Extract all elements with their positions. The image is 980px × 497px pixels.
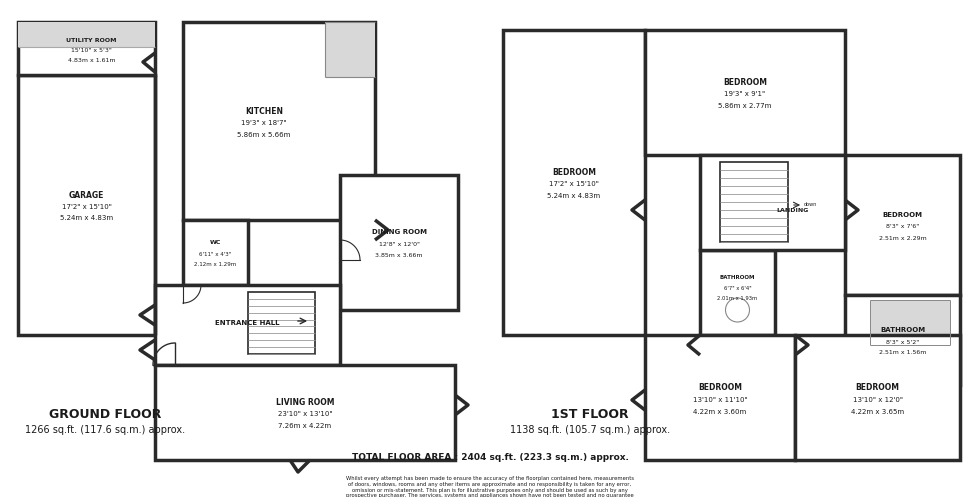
Bar xyxy=(645,30,845,155)
Text: WC: WC xyxy=(210,240,221,245)
Bar xyxy=(645,335,795,460)
Text: BEDROOM: BEDROOM xyxy=(552,168,596,177)
Bar xyxy=(18,22,155,75)
Text: ENTRANCE HALL: ENTRANCE HALL xyxy=(216,320,279,326)
Text: 5.24m x 4.83m: 5.24m x 4.83m xyxy=(60,215,113,221)
Text: 8'3" x 7'6": 8'3" x 7'6" xyxy=(886,225,919,230)
Text: 17'2" x 15'10": 17'2" x 15'10" xyxy=(62,204,112,210)
Text: 13'10" x 12'0": 13'10" x 12'0" xyxy=(853,397,903,403)
Text: 17'2" x 15'10": 17'2" x 15'10" xyxy=(549,181,599,187)
Text: 4.22m x 3.60m: 4.22m x 3.60m xyxy=(694,409,747,414)
Text: TOTAL FLOOR AREA : 2404 sq.ft. (223.3 sq.m.) approx.: TOTAL FLOOR AREA : 2404 sq.ft. (223.3 sq… xyxy=(352,453,628,463)
Text: 7.26m x 4.22m: 7.26m x 4.22m xyxy=(278,423,331,429)
Bar xyxy=(845,295,960,385)
Text: KITCHEN: KITCHEN xyxy=(245,106,283,115)
Text: 5.86m x 2.77m: 5.86m x 2.77m xyxy=(718,103,771,109)
Bar xyxy=(18,75,155,335)
Text: down: down xyxy=(804,202,816,208)
Text: 1266 sq.ft. (117.6 sq.m.) approx.: 1266 sq.ft. (117.6 sq.m.) approx. xyxy=(24,425,185,435)
Text: 2.01m x 1.93m: 2.01m x 1.93m xyxy=(717,296,758,301)
Text: 19'3" x 18'7": 19'3" x 18'7" xyxy=(241,120,287,126)
Bar xyxy=(720,162,788,242)
Text: 5.86m x 5.66m: 5.86m x 5.66m xyxy=(237,132,291,138)
Text: 19'3" x 9'1": 19'3" x 9'1" xyxy=(724,91,765,97)
Text: 1ST FLOOR: 1ST FLOOR xyxy=(551,409,629,421)
Bar xyxy=(183,22,375,220)
Text: UTILITY ROOM: UTILITY ROOM xyxy=(67,38,117,43)
Bar xyxy=(503,30,645,335)
Bar xyxy=(18,22,155,47)
Text: BEDROOM: BEDROOM xyxy=(883,212,922,218)
Text: BEDROOM: BEDROOM xyxy=(723,78,767,87)
Text: 15'10" x 5'3": 15'10" x 5'3" xyxy=(72,48,112,53)
Bar xyxy=(700,250,775,335)
Text: DINING ROOM: DINING ROOM xyxy=(371,230,426,236)
Text: GROUND FLOOR: GROUND FLOOR xyxy=(49,409,161,421)
Text: 3.85m x 3.66m: 3.85m x 3.66m xyxy=(375,253,422,258)
Text: 2.51m x 2.29m: 2.51m x 2.29m xyxy=(879,236,926,241)
Text: LANDING: LANDING xyxy=(776,208,808,213)
Bar xyxy=(155,365,455,460)
Text: 13'10" x 11'10": 13'10" x 11'10" xyxy=(693,397,748,403)
Bar xyxy=(340,175,458,310)
Text: 6'7" x 6'4": 6'7" x 6'4" xyxy=(723,286,752,291)
Text: BEDROOM: BEDROOM xyxy=(698,383,742,392)
Bar xyxy=(870,300,950,345)
Text: 12'8" x 12'0": 12'8" x 12'0" xyxy=(378,242,419,247)
Bar xyxy=(155,285,340,365)
Text: GARAGE: GARAGE xyxy=(69,190,104,199)
Text: BATHROOM: BATHROOM xyxy=(880,327,925,333)
Text: 1138 sq.ft. (105.7 sq.m.) approx.: 1138 sq.ft. (105.7 sq.m.) approx. xyxy=(510,425,670,435)
Bar xyxy=(795,335,960,460)
Bar xyxy=(248,292,315,354)
Text: 5.24m x 4.83m: 5.24m x 4.83m xyxy=(548,193,601,199)
Text: Whilst every attempt has been made to ensure the accuracy of the floorplan conta: Whilst every attempt has been made to en… xyxy=(346,476,634,497)
Text: 2.12m x 1.29m: 2.12m x 1.29m xyxy=(194,262,236,267)
Text: BATHROOM: BATHROOM xyxy=(719,275,756,280)
Text: 4.22m x 3.65m: 4.22m x 3.65m xyxy=(851,409,905,414)
Text: 4.83m x 1.61m: 4.83m x 1.61m xyxy=(68,58,116,63)
Text: 8'3" x 5'2": 8'3" x 5'2" xyxy=(886,339,919,344)
Bar xyxy=(325,22,375,77)
Bar xyxy=(845,155,960,295)
Text: 23'10" x 13'10": 23'10" x 13'10" xyxy=(277,412,332,417)
Text: LIVING ROOM: LIVING ROOM xyxy=(275,398,334,407)
Text: 6'11" x 4'3": 6'11" x 4'3" xyxy=(199,252,231,257)
Text: BEDROOM: BEDROOM xyxy=(856,383,900,392)
Bar xyxy=(700,155,845,250)
Bar xyxy=(183,220,248,285)
Text: 2.51m x 1.56m: 2.51m x 1.56m xyxy=(879,350,926,355)
